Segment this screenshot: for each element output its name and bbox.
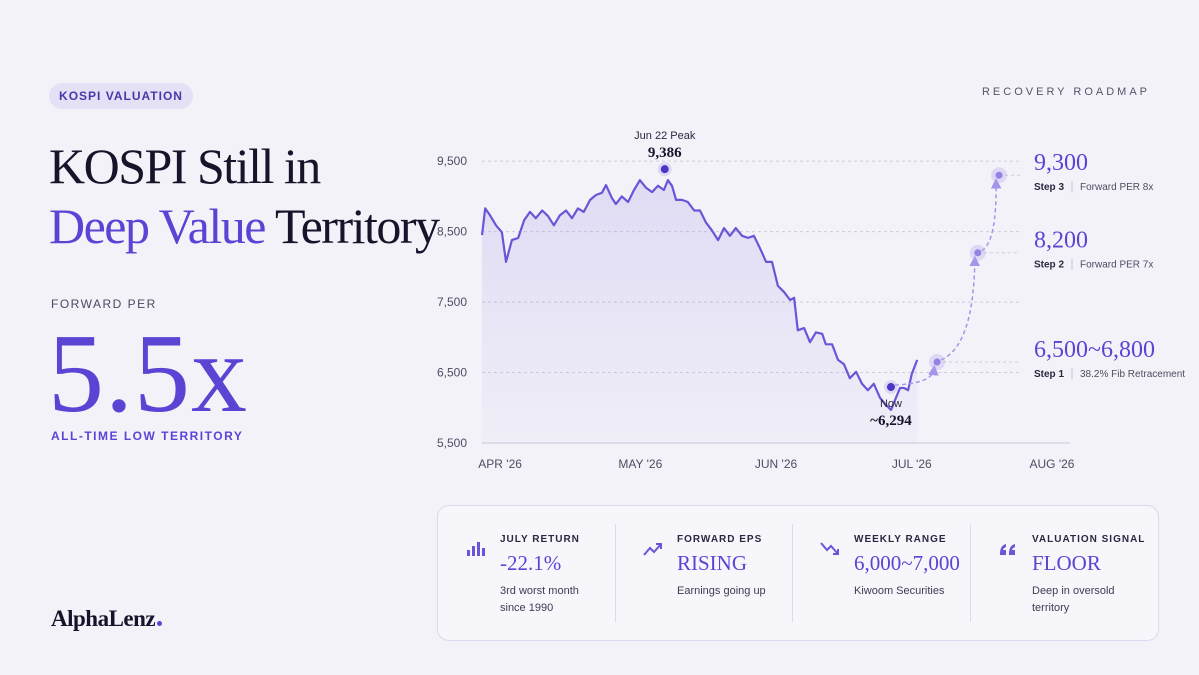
target-note: Forward PER 7x	[1080, 260, 1153, 271]
divider	[970, 524, 971, 622]
badge: KOSPI VALUATION	[49, 83, 193, 109]
target-step: Step 2	[1034, 260, 1064, 271]
stat-icon	[643, 543, 662, 556]
stat-value: 6,000~7,000	[854, 551, 960, 575]
stat-value: FLOOR	[1032, 551, 1101, 575]
y-tick-label: 6,500	[437, 366, 467, 380]
annotation-value: 9,386	[648, 145, 682, 161]
x-tick-label: JUN '26	[755, 457, 798, 471]
target-step: Step 3	[1034, 182, 1064, 193]
stat-value: -22.1%	[500, 551, 562, 575]
stat-card: FORWARD EPS RISING Earnings going up	[615, 506, 792, 640]
target-dot	[995, 171, 1003, 179]
projection-path	[894, 364, 939, 386]
brand-logo: AlphaLenz	[51, 606, 162, 632]
headline-rest: Territory	[275, 198, 440, 254]
y-tick-label: 5,500	[437, 436, 467, 450]
metric-value: 5.5x	[48, 312, 248, 436]
stat-label: JULY RETURN	[500, 534, 580, 545]
target-label: 8,200	[1034, 228, 1088, 254]
metric-caption: ALL-TIME LOW TERRITORY	[51, 429, 244, 443]
target-note: 38.2% Fib Retracement	[1080, 369, 1185, 380]
stat-card: VALUATION SIGNAL FLOOR Deep in oversold te…	[970, 506, 1147, 640]
y-tick-label: 8,500	[437, 225, 467, 239]
annotation-dot	[886, 383, 895, 392]
headline-line: KOSPI Still in	[49, 138, 321, 194]
stat-label: FORWARD EPS	[677, 534, 763, 545]
chart-title: RECOVERY ROADMAP	[981, 86, 1150, 98]
price-line	[480, 179, 919, 411]
x-tick-label: APR '26	[478, 457, 522, 471]
y-tick-label: 9,500	[437, 154, 467, 168]
x-tick-label: JUL '26	[892, 457, 932, 471]
stat-card: JULY RETURN -22.1% 3rd worst month since 1…	[438, 506, 615, 640]
headline: KOSPI Still in Deep Value Territory	[49, 136, 440, 256]
target-label: 6,500~6,800	[1034, 337, 1155, 363]
target-note: Forward PER 8x	[1080, 182, 1153, 193]
target-step: Step 1	[1034, 369, 1064, 380]
stat-note: Earnings going up	[677, 585, 766, 597]
annotation-value: ~6,294	[870, 413, 912, 429]
stat-card: WEEKLY RANGE 6,000~7,000 Kiwoom Securities	[792, 506, 969, 640]
x-tick-label: AUG '26	[1030, 457, 1075, 471]
annotation-dot	[660, 165, 669, 174]
divider	[615, 524, 616, 622]
stat-note: Kiwoom Securities	[854, 585, 945, 597]
stat-icon	[1000, 544, 1015, 555]
annotation-label: Now	[880, 398, 902, 410]
stat-label: WEEKLY RANGE	[854, 534, 947, 545]
stat-icon	[820, 542, 839, 555]
target-label: 9,300	[1034, 150, 1088, 176]
projection-path	[940, 255, 980, 361]
y-tick-label: 7,500	[437, 295, 467, 309]
x-tick-label: MAY '26	[618, 457, 662, 471]
target-dot	[933, 358, 941, 366]
stats-panel: JULY RETURN -22.1% 3rd worst month since 1…	[437, 505, 1159, 641]
headline-highlight: Deep Value	[49, 198, 266, 254]
annotation-label: Jun 22 Peak	[634, 130, 696, 142]
target-dot	[974, 249, 982, 257]
area-fill	[482, 180, 918, 443]
stat-note: 3rd worst month since 1990	[500, 585, 579, 614]
stat-icon	[467, 542, 485, 556]
stat-label: VALUATION SIGNAL	[1032, 534, 1146, 545]
headline-line: Deep Value Territory	[49, 196, 440, 256]
projection-path	[981, 178, 1002, 252]
metric-label: FORWARD PER	[51, 297, 157, 311]
stat-note: Deep in oversold territory	[1032, 585, 1115, 614]
chart: 5,500 6,500 7,500 8,500 9,500 APR '26 MAY '26 J…	[437, 130, 1185, 471]
stat-value: RISING	[677, 551, 748, 575]
divider	[792, 524, 793, 622]
